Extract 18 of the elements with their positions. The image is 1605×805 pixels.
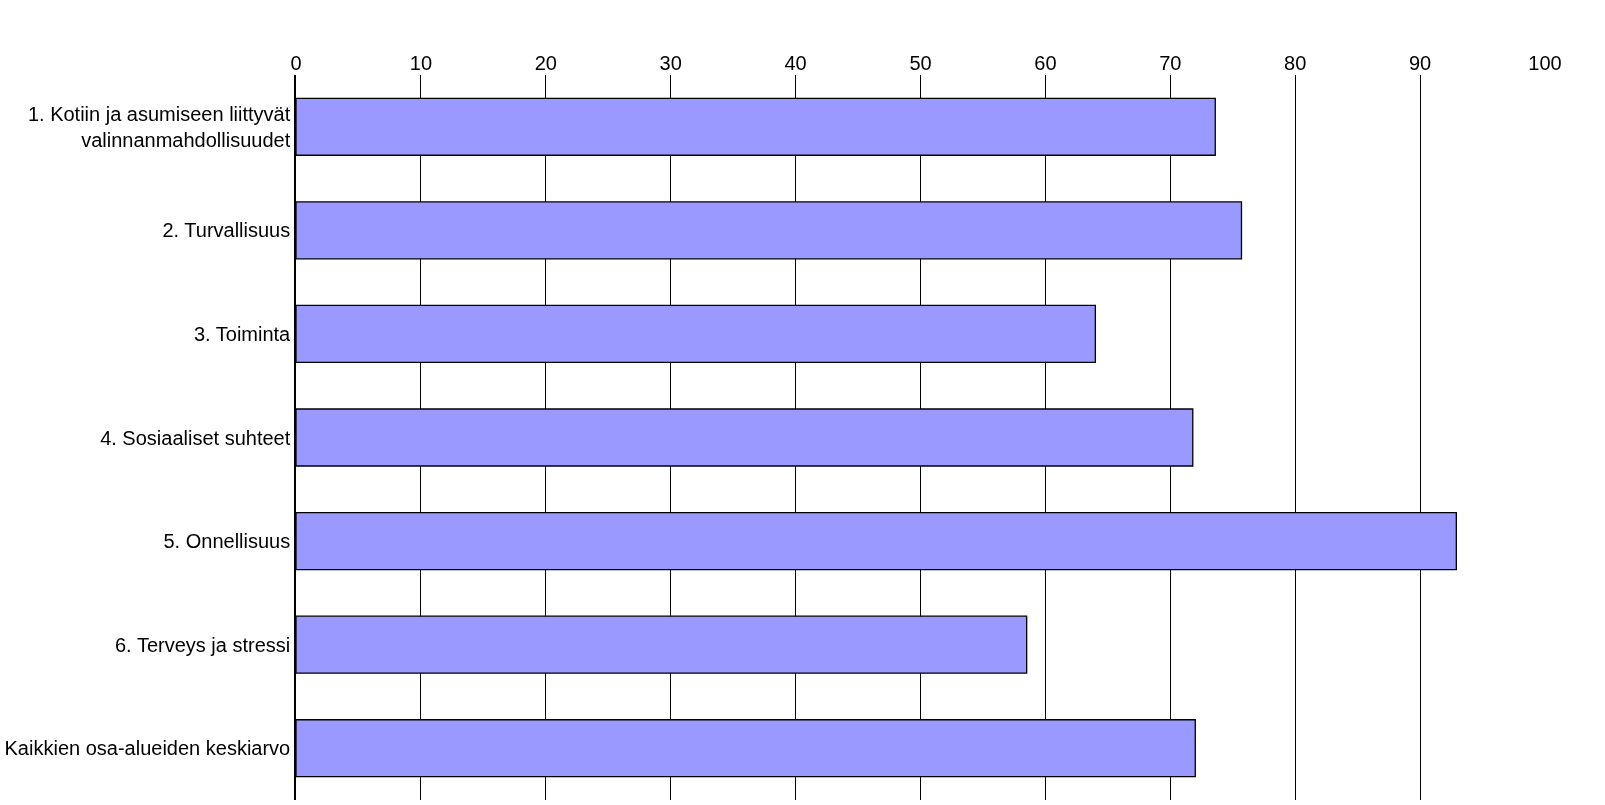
x-tick-label: 90 [1408, 52, 1432, 74]
y-tick-label: 1. Kotiin ja asumiseen liittyvät valinnanmahdollisuudet [27, 102, 291, 151]
y-tick-label: 3. Toiminta [193, 322, 292, 345]
y-tick-label: 6. Terveys ja stressi [115, 633, 291, 656]
x-tick-label: 50 [909, 52, 932, 74]
x-tick-label: 0 [290, 52, 302, 74]
y-tick-label: 2. Turvallisuus [162, 219, 291, 242]
x-tick-label: 40 [784, 52, 807, 74]
x-tick-label: 20 [534, 52, 557, 74]
y-tick-label: 4. Sosiaaliset suhteet [100, 426, 291, 449]
x-tick-label: 30 [659, 52, 682, 74]
x-tick-label: 10 [409, 52, 433, 74]
y-tick-label: 5. Onnellisuus [163, 530, 291, 553]
x-tick-label: 100 [1528, 52, 1562, 74]
x-tick-label: 70 [1159, 52, 1182, 74]
x-tick-label: 60 [1034, 52, 1057, 74]
x-tick-label: 80 [1284, 52, 1307, 74]
y-tick-label: Kaikkien osa-alueiden keskiarvo [4, 737, 291, 760]
